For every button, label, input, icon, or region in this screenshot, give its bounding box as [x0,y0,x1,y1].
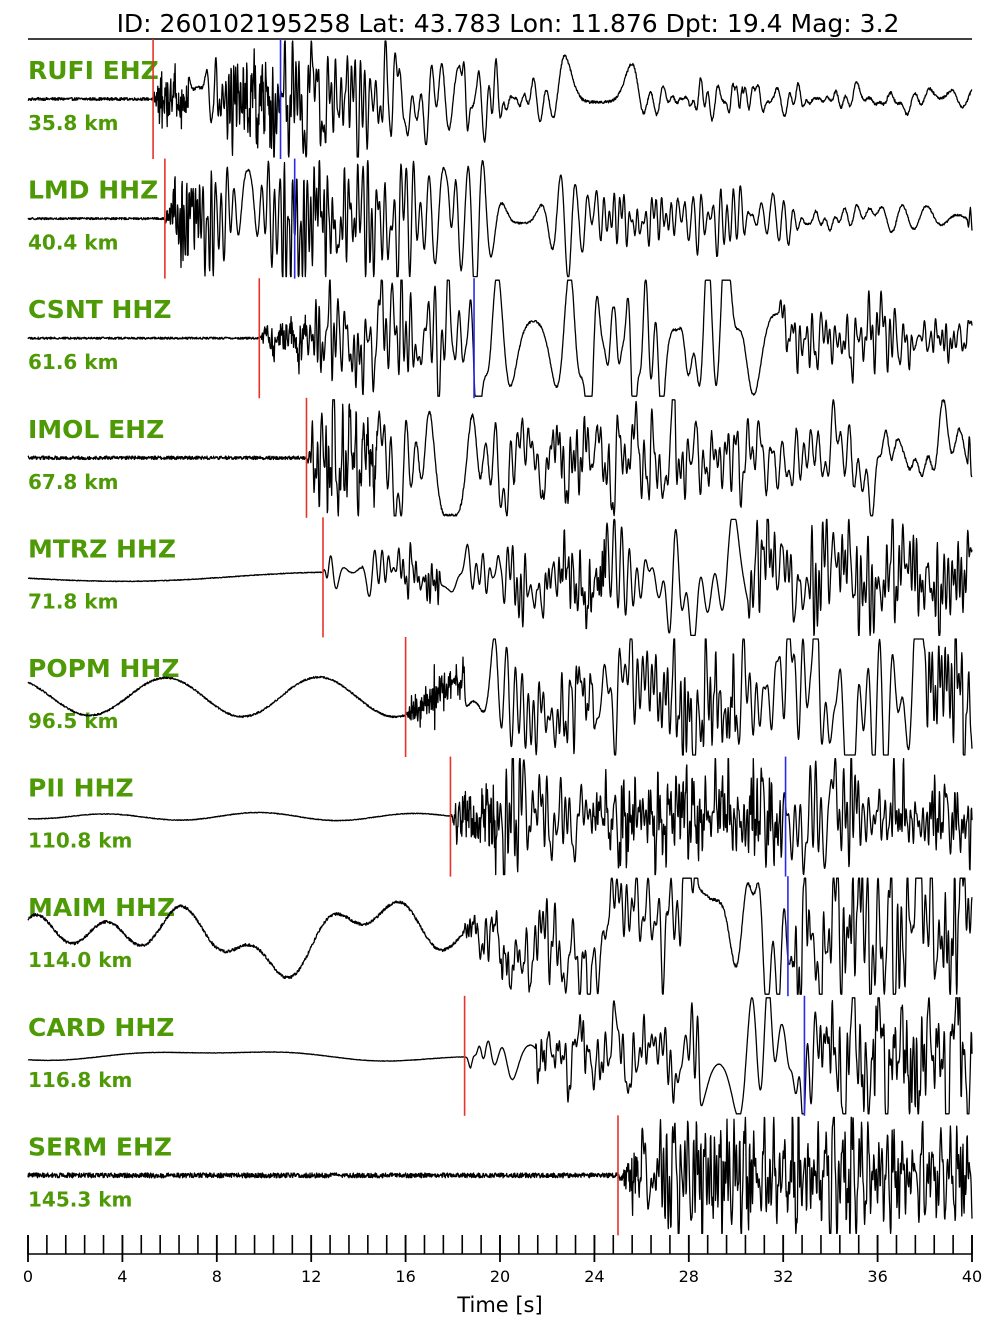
waveform-trace [27,638,973,756]
station-distance-label: 61.6 km [28,350,118,374]
station-row: PII HHZ 110.8 km [27,756,973,877]
station-name-label: POPM HHZ [28,654,179,683]
station-name-label: PII HHZ [28,774,134,803]
station-distance-label: 145.3 km [28,1187,132,1211]
station-row: MTRZ HHZ 71.8 km [27,517,973,638]
x-axis-title: Time [s] [456,1293,542,1317]
x-tick-label: 32 [773,1267,793,1286]
x-tick-label: 24 [584,1267,604,1286]
traces-group: RUFI EHZ 35.8 km LMD HHZ 40.4 km CSNT HHZ 61.… [27,39,973,1236]
x-tick-label: 36 [867,1267,887,1286]
station-distance-label: 114.0 km [28,948,132,972]
x-tick-label: 8 [212,1267,222,1286]
station-name-label: SERM EHZ [28,1132,172,1161]
station-row: LMD HHZ 40.4 km [27,158,973,279]
x-tick-label: 4 [117,1267,127,1286]
station-name-label: RUFI EHZ [28,56,159,85]
station-distance-label: 67.8 km [28,470,118,494]
station-row: CARD HHZ 116.8 km [27,995,973,1116]
waveform-trace [27,279,973,397]
x-tick-label: 0 [23,1267,33,1286]
station-name-label: CSNT HHZ [28,295,171,324]
waveform-trace [27,877,973,995]
station-distance-label: 116.8 km [28,1068,132,1092]
chart-title: ID: 260102195258 Lat: 43.783 Lon: 11.876… [117,9,900,38]
station-row: RUFI EHZ 35.8 km [27,39,973,159]
waveform-trace [27,40,973,158]
station-row: MAIM HHZ 114.0 km [27,876,973,997]
station-distance-label: 35.8 km [28,111,118,135]
waveform-trace [27,1116,973,1235]
waveform-trace [27,518,973,637]
station-name-label: CARD HHZ [28,1013,174,1042]
x-tick-label: 40 [962,1267,982,1286]
station-name-label: MAIM HHZ [28,893,175,922]
station-row: SERM EHZ 145.3 km [27,1115,973,1236]
x-tick-label: 20 [490,1267,510,1286]
station-name-label: MTRZ HHZ [28,534,176,563]
x-tick-label: 12 [301,1267,321,1286]
waveform-trace [27,159,973,278]
station-name-label: LMD HHZ [28,176,158,205]
waveform-trace [27,757,973,876]
waveform-trace [27,399,973,517]
station-row: CSNT HHZ 61.6 km [27,278,973,399]
waveform-trace [27,997,973,1115]
x-tick-label: 16 [395,1267,415,1286]
x-axis: 0 4 8 12 16 20 24 28 32 36 40 [23,1235,982,1286]
station-distance-label: 40.4 km [28,231,118,255]
x-tick-label: 28 [679,1267,699,1286]
station-distance-label: 110.8 km [28,829,132,853]
station-name-label: IMOL EHZ [28,415,164,444]
station-distance-label: 71.8 km [28,589,118,613]
station-row: IMOL EHZ 67.8 km [27,397,973,518]
